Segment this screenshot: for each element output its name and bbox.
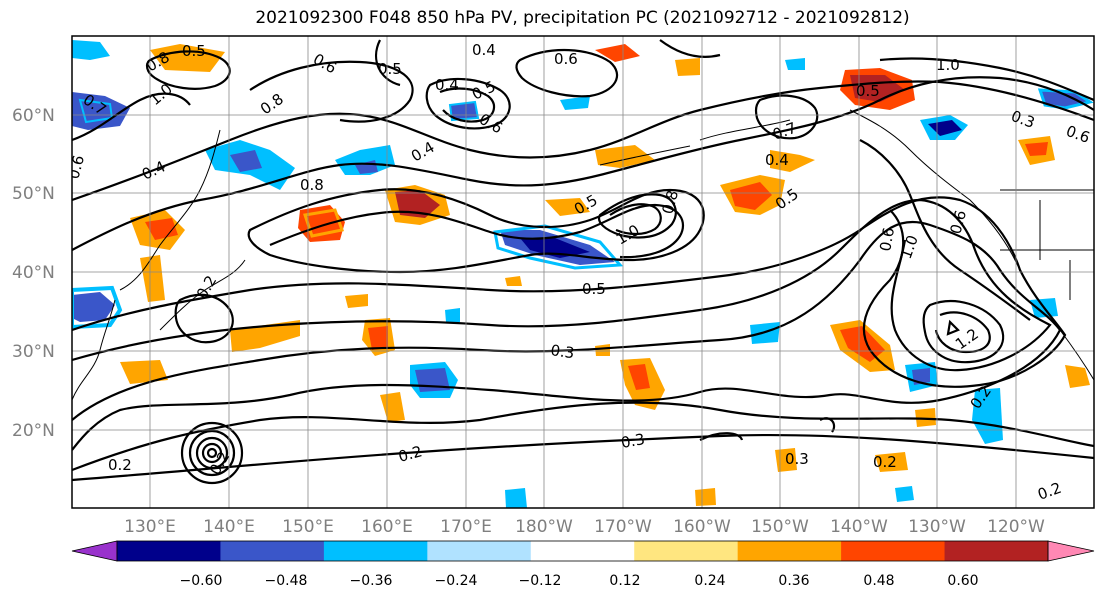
- contour-label: 0.8: [658, 188, 682, 216]
- lon-label: 140°E: [203, 517, 255, 537]
- colorbar-segment: [737, 541, 842, 561]
- contour-label: 0.4: [472, 41, 496, 59]
- coastlines: [72, 109, 1094, 401]
- colorbar-segment: [117, 541, 221, 561]
- contour-label: 0.8: [300, 176, 324, 194]
- map-frame: [71, 35, 1095, 509]
- lon-label: 150°E: [282, 517, 334, 537]
- contour-label: 0.2: [396, 442, 424, 466]
- graticule: [72, 36, 1094, 508]
- colorbar-extend-low: [71, 540, 118, 562]
- colorbar-segment: [841, 541, 946, 561]
- colorbar-segment: [634, 541, 739, 561]
- lon-label: 130°W: [908, 517, 966, 537]
- colorbar-segment: [323, 541, 428, 561]
- colorbar-segment: [944, 541, 1049, 561]
- lon-label: 170°E: [440, 517, 492, 537]
- colorbar-extend-high: [1047, 540, 1095, 562]
- lon-label: 160°W: [673, 517, 731, 537]
- lat-label: 50°N: [12, 184, 55, 204]
- map-title: 2021092300 F048 850 hPa PV, precipitatio…: [255, 8, 910, 28]
- colorbar-tick: −0.24: [435, 573, 478, 589]
- contour-label: 0.3: [620, 430, 647, 452]
- colorbar: [71, 540, 1095, 562]
- colorbar-tick: −0.60: [180, 573, 223, 589]
- contour-label: 0.5: [582, 280, 606, 298]
- colorbar-tick: −0.36: [350, 573, 393, 589]
- colorbar-tick: −0.48: [265, 573, 308, 589]
- latitude-labels: 60°N 50°N 40°N 30°N 20°N: [12, 106, 55, 441]
- contour-label: 0.6: [876, 226, 898, 253]
- longitude-labels: 130°E 140°E 150°E 160°E 170°E 180°W 170°…: [124, 517, 1045, 537]
- contour-label: 0.4: [765, 151, 789, 169]
- colorbar-tick: −0.12: [519, 573, 562, 589]
- lat-label: 40°N: [12, 263, 55, 283]
- lon-label: 170°W: [594, 517, 652, 537]
- lat-label: 30°N: [12, 342, 55, 362]
- colorbar-segment: [530, 541, 635, 561]
- colorbar-tick: 0.60: [947, 573, 978, 589]
- contour-label: 0.6: [946, 208, 970, 236]
- contour-label: 0.5: [856, 82, 880, 100]
- contour-label: 0.5: [182, 42, 206, 60]
- colorbar-tick: 0.36: [778, 573, 809, 589]
- lon-label: 140°W: [830, 517, 888, 537]
- lon-label: 160°E: [361, 517, 413, 537]
- contour-label: 1.0: [936, 56, 960, 74]
- lat-label: 20°N: [12, 421, 55, 441]
- colorbar-ticks: −0.60 −0.48 −0.36 −0.24 −0.12 0.12 0.24 …: [180, 573, 979, 589]
- lon-label: 130°E: [124, 517, 176, 537]
- colorbar-tick: 0.48: [863, 573, 894, 589]
- contour-label: 0.6: [554, 50, 578, 68]
- lon-label: 150°W: [751, 517, 809, 537]
- colorbar-tick: 0.12: [609, 573, 640, 589]
- contour-label: 0.3: [549, 341, 575, 362]
- contour-label: 0.4: [435, 76, 459, 94]
- lat-label: 60°N: [12, 106, 55, 126]
- colorbar-segment: [220, 541, 325, 561]
- lon-label: 120°W: [987, 517, 1045, 537]
- colorbar-outline: [116, 540, 1049, 562]
- colorbar-tick: 0.24: [694, 573, 725, 589]
- contour-label: 0.2: [108, 456, 132, 474]
- contour-label: 0.3: [785, 450, 809, 468]
- contour-label: 0.2: [873, 453, 897, 471]
- colorbar-segment: [427, 541, 532, 561]
- precip-shading: [72, 40, 1094, 508]
- lon-label: 180°W: [515, 517, 573, 537]
- contour-label: 0.5: [378, 60, 402, 78]
